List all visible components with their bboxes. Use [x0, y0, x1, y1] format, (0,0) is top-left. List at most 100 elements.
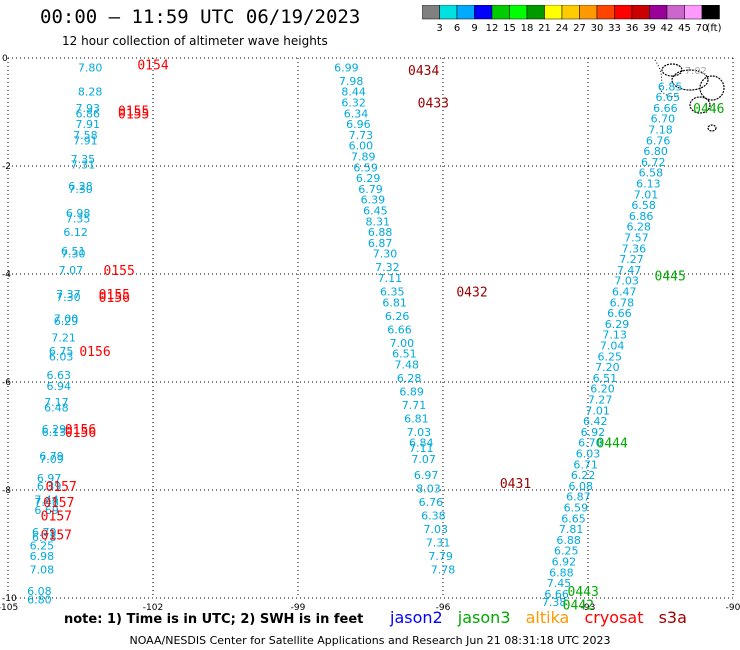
wave-height-label: 6.80: [643, 145, 668, 158]
wave-height-label: 6.66: [653, 102, 678, 115]
wave-height-label: 6.22: [571, 469, 596, 482]
wave-height-label: 7.35: [66, 213, 91, 226]
island-outline: [654, 59, 725, 132]
pass-time-label: 0442: [563, 599, 594, 614]
wave-height-label: 7.35: [71, 153, 96, 166]
wave-height-label: 7.57: [624, 232, 649, 245]
wave-height-label: 6.26: [385, 310, 410, 323]
wave-height-label: 7.27: [588, 394, 613, 407]
wave-height-label: 8.03: [416, 483, 441, 496]
wave-height-label: 7.07: [59, 264, 84, 277]
wave-height-label: 6.92: [552, 556, 577, 569]
wave-height-label: 7.21: [51, 331, 76, 344]
wave-height-label: 6.88: [549, 566, 574, 579]
page-subtitle: 12 hour collection of altimeter wave hei…: [62, 34, 328, 48]
legend-altika: altika: [525, 608, 570, 627]
wave-height-label: 6.88: [556, 534, 581, 547]
wave-height-label: 6.81: [382, 296, 407, 309]
colorbar-swatch: [684, 5, 703, 20]
legend-jason2: jason2: [390, 608, 443, 627]
wave-height-label: 6.29: [54, 315, 79, 328]
wave-height-label: 7.27: [619, 253, 644, 266]
wave-height-label: 6.85: [658, 80, 683, 93]
colorbar-label: 45: [678, 23, 691, 34]
wave-height-label: 6.88: [368, 226, 393, 239]
colorbar-label: 15: [503, 23, 516, 34]
wave-height-label: 7.20: [595, 361, 620, 374]
wave-height-label: 7.89: [351, 151, 376, 164]
pass-time-label: 0157: [46, 480, 77, 495]
wave-height-label: 6.86: [629, 210, 654, 223]
colorbar-swatch: [596, 5, 615, 20]
pass-time-label: 0446: [693, 102, 724, 117]
x-tick-label: -102: [143, 603, 163, 613]
wave-height-label: 8.28: [78, 86, 103, 99]
wave-height-label: 6.08: [27, 585, 52, 598]
wave-height-label: 7.45: [547, 577, 572, 590]
colorbar-swatch: [456, 5, 475, 20]
wave-height-label: 6.84: [409, 437, 434, 450]
wave-height-label: 7.03: [424, 523, 449, 536]
wave-height-label: 7.07: [411, 453, 436, 466]
wave-height-label: 7.00: [54, 313, 79, 326]
wave-height-label: 6.81: [404, 412, 429, 425]
legend-cryosat: cryosat: [584, 608, 644, 627]
wave-height-label: 6.59: [564, 502, 589, 515]
colorbar-swatch: [701, 5, 720, 20]
wave-height-label: 6.03: [49, 350, 74, 363]
wave-height-label: 7.08: [30, 564, 55, 577]
wave-height-label: 6.48: [44, 402, 69, 415]
satellite-legend: jason2 jason3 altika cryosat s3a: [390, 608, 697, 627]
wave-height-label: 6.08: [569, 480, 594, 493]
wave-height-label: 6.25: [598, 350, 623, 363]
wave-height-label: 6.99: [334, 61, 359, 74]
wave-height-label: 6.87: [566, 491, 591, 504]
colorbar-swatch: [491, 5, 510, 20]
wave-height-label: 6.96: [346, 118, 371, 131]
wave-height-label: 6.75: [49, 345, 74, 358]
wave-height-label: 6.97: [37, 472, 62, 485]
wave-height-label: 7.73: [349, 129, 374, 142]
wave-height-label: 6.51: [392, 348, 417, 361]
wave-height-label: 6.94: [47, 380, 72, 393]
wave-height-label: 7.30: [68, 183, 93, 196]
x-tick-label: -96: [436, 603, 451, 613]
wave-height-label: 7.01: [585, 404, 610, 417]
wave-height-label: 6.59: [353, 161, 378, 174]
wave-height-label: 6.78: [32, 531, 57, 544]
colorbar-unit: (ft): [706, 23, 721, 34]
colorbar-label: 27: [573, 23, 586, 34]
pass-time-label: 0157: [41, 529, 72, 544]
pass-time-label: 0156: [65, 426, 96, 441]
wave-height-label: 7.98: [339, 75, 364, 88]
wave-height-label: 6.03: [576, 448, 601, 461]
colorbar-label: 33: [608, 23, 621, 34]
colorbar: 3 6 9 12 15 18 21 24 27 30 33 36 39 42 45 70(ft): [422, 5, 722, 34]
wave-height-label: 6.38: [421, 510, 446, 523]
colorbar-label: 39: [643, 23, 656, 34]
footer-credit: NOAA/NESDIS Center for Satellite Applica…: [129, 634, 611, 647]
wave-height-label: 7.18: [648, 124, 673, 137]
y-tick-label: -4: [2, 270, 11, 280]
wave-height-label: 7.09: [39, 453, 64, 466]
wave-height-label: 7.30: [56, 291, 81, 304]
pass-time-label: 0155: [99, 288, 130, 303]
pass-time-label: 0155: [104, 264, 135, 279]
colorbar-swatch: [439, 5, 458, 20]
wave-height-label: 6.66: [607, 307, 632, 320]
wave-height-label: 6.28: [627, 221, 652, 234]
wave-height-label: 7.03: [614, 275, 639, 288]
colorbar-label: 21: [538, 23, 551, 34]
wave-height-label: 6.25: [30, 539, 55, 552]
pass-time-label: 0432: [456, 286, 487, 301]
wave-height-label: 6.12: [63, 226, 88, 239]
wave-height-label: 6.79: [358, 183, 383, 196]
wave-height-label: 7.79: [428, 550, 453, 563]
wave-height-label: 6.13: [42, 426, 67, 439]
wave-height-label: 6.58: [631, 199, 656, 212]
wave-height-label: 6.70: [651, 113, 676, 126]
colorbar-swatch: [509, 5, 528, 20]
wave-height-label: 7.00: [390, 337, 415, 350]
wave-height-label: 6.86: [76, 107, 101, 120]
